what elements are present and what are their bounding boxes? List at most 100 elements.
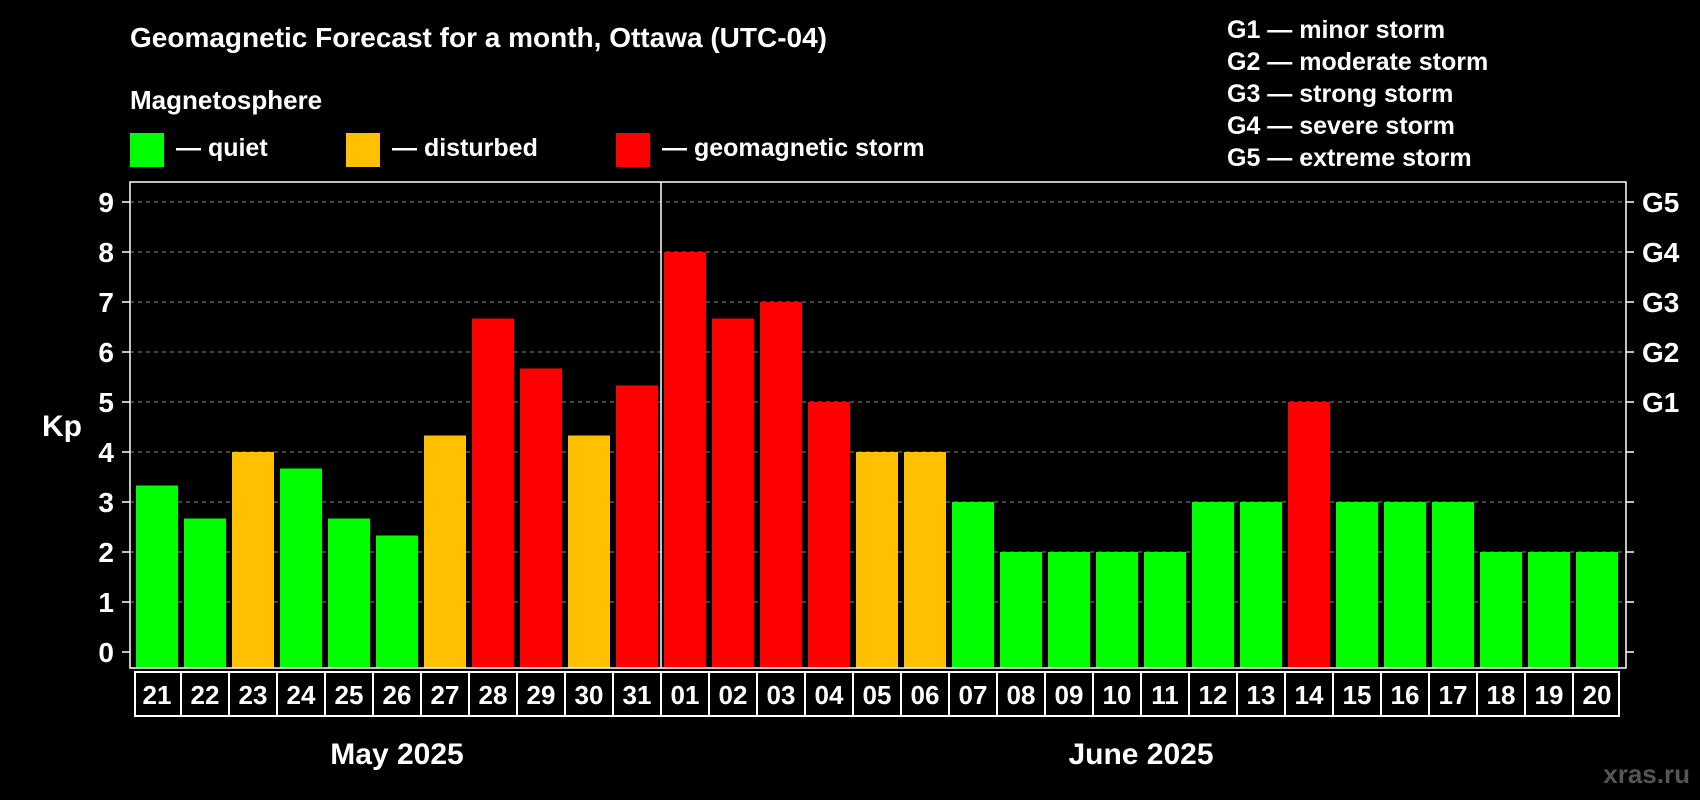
storm-level-legend: G1 — minor storm G2 — moderate storm G3 … bbox=[1227, 14, 1488, 174]
date-label-frame bbox=[134, 671, 1620, 717]
y-tick-label-4: 4 bbox=[98, 437, 114, 468]
bar-03-13 bbox=[760, 302, 802, 668]
x-tick-label-23-2: 23 bbox=[239, 680, 268, 710]
bar-04-14 bbox=[808, 402, 850, 668]
month-label-0: May 2025 bbox=[330, 738, 463, 771]
x-tick-label-29-8: 29 bbox=[527, 680, 556, 710]
bar-02-12 bbox=[712, 318, 754, 668]
x-tick-label-01-11: 01 bbox=[671, 680, 700, 710]
bar-08-18 bbox=[1000, 552, 1042, 668]
y-tick-label-0: 0 bbox=[98, 637, 114, 668]
legend-label-storm: — geomagnetic storm bbox=[662, 134, 925, 162]
x-tick-label-15-25: 15 bbox=[1343, 680, 1372, 710]
bar-19-29 bbox=[1528, 552, 1570, 668]
storm-level-g4: G4 — severe storm bbox=[1227, 112, 1455, 140]
month-label-1: June 2025 bbox=[1068, 738, 1213, 771]
storm-level-g5: G5 — extreme storm bbox=[1227, 144, 1472, 172]
bar-16-26 bbox=[1384, 502, 1426, 668]
x-tick-label-27-6: 27 bbox=[431, 680, 460, 710]
bar-06-16 bbox=[904, 452, 946, 668]
legend-title: Magnetosphere bbox=[130, 85, 323, 115]
x-tick-label-28-7: 28 bbox=[479, 680, 508, 710]
x-tick-label-16-26: 16 bbox=[1391, 680, 1420, 710]
storm-level-g2: G2 — moderate storm bbox=[1227, 48, 1489, 76]
bar-18-28 bbox=[1480, 552, 1522, 668]
g-level-label-g4: G4 bbox=[1642, 237, 1680, 268]
x-tick-label-11-21: 11 bbox=[1151, 680, 1179, 710]
storm-level-g3: G3 — strong storm bbox=[1227, 80, 1454, 108]
bar-07-17 bbox=[952, 502, 994, 668]
x-tick-label-21-0: 21 bbox=[143, 680, 172, 710]
x-tick-label-18-28: 18 bbox=[1487, 680, 1516, 710]
y-tick-label-9: 9 bbox=[98, 187, 114, 218]
y-tick-label-6: 6 bbox=[98, 337, 114, 368]
x-tick-label-07-17: 07 bbox=[959, 680, 988, 710]
bar-12-22 bbox=[1192, 502, 1234, 668]
x-tick-label-19-29: 19 bbox=[1535, 680, 1564, 710]
y-tick-label-8: 8 bbox=[98, 237, 114, 268]
bar-29-8 bbox=[520, 368, 562, 668]
x-tick-label-26-5: 26 bbox=[383, 680, 412, 710]
y-tick-label-2: 2 bbox=[98, 537, 114, 568]
x-tick-label-03-13: 03 bbox=[767, 680, 796, 710]
chart-title: Geomagnetic Forecast for a month, Ottawa… bbox=[130, 22, 827, 53]
bar-14-24 bbox=[1288, 402, 1330, 668]
bar-24-3 bbox=[280, 468, 322, 668]
bars bbox=[136, 252, 1618, 668]
y-tick-label-5: 5 bbox=[98, 387, 114, 418]
x-tick-label-05-15: 05 bbox=[863, 680, 892, 710]
x-tick-label-10-20: 10 bbox=[1103, 680, 1132, 710]
watermark: xras.ru bbox=[1603, 759, 1690, 789]
bar-31-10 bbox=[616, 385, 658, 668]
bar-23-2 bbox=[232, 452, 274, 668]
x-tick-label-09-19: 09 bbox=[1055, 680, 1084, 710]
storm-level-g1: G1 — minor storm bbox=[1227, 16, 1446, 44]
bar-21-0 bbox=[136, 485, 178, 668]
x-tick-label-08-18: 08 bbox=[1007, 680, 1036, 710]
x-tick-label-04-14: 04 bbox=[815, 680, 844, 710]
bar-22-1 bbox=[184, 518, 226, 668]
legend-label-quiet: — quiet bbox=[176, 134, 268, 162]
bar-26-5 bbox=[376, 535, 418, 668]
bar-28-7 bbox=[472, 318, 514, 668]
y-axis-label: Kp bbox=[42, 410, 82, 443]
bar-20-30 bbox=[1576, 552, 1618, 668]
y-tick-label-1: 1 bbox=[98, 587, 114, 618]
bar-25-4 bbox=[328, 518, 370, 668]
x-tick-label-14-24: 14 bbox=[1295, 680, 1324, 710]
x-tick-label-13-23: 13 bbox=[1247, 680, 1276, 710]
g-level-label-g2: G2 bbox=[1642, 337, 1679, 368]
plot-frame bbox=[129, 181, 1627, 669]
legend-label-disturbed: — disturbed bbox=[392, 134, 538, 162]
bar-15-25 bbox=[1336, 502, 1378, 668]
g-level-label-g1: G1 bbox=[1642, 387, 1679, 418]
x-tick-label-06-16: 06 bbox=[911, 680, 940, 710]
x-tick-label-24-3: 24 bbox=[287, 680, 316, 710]
legend-swatch-storm bbox=[616, 133, 650, 167]
y-tick-label-7: 7 bbox=[98, 287, 114, 318]
bar-27-6 bbox=[424, 435, 466, 668]
bar-13-23 bbox=[1240, 502, 1282, 668]
legend-swatch-disturbed bbox=[346, 133, 380, 167]
x-tick-label-25-4: 25 bbox=[335, 680, 364, 710]
bar-09-19 bbox=[1048, 552, 1090, 668]
x-tick-label-02-12: 02 bbox=[719, 680, 748, 710]
g-level-label-g3: G3 bbox=[1642, 287, 1679, 318]
bar-01-11 bbox=[664, 252, 706, 668]
x-tick-label-30-9: 30 bbox=[575, 680, 604, 710]
x-tick-label-17-27: 17 bbox=[1439, 680, 1468, 710]
x-tick-label-31-10: 31 bbox=[623, 680, 652, 710]
legend-swatch-quiet bbox=[130, 133, 164, 167]
y-tick-label-3: 3 bbox=[98, 487, 114, 518]
x-tick-label-20-30: 20 bbox=[1583, 680, 1612, 710]
bar-11-21 bbox=[1144, 552, 1186, 668]
bar-10-20 bbox=[1096, 552, 1138, 668]
x-tick-label-12-22: 12 bbox=[1199, 680, 1228, 710]
axes bbox=[122, 181, 1634, 717]
x-tick-label-22-1: 22 bbox=[191, 680, 220, 710]
bar-05-15 bbox=[856, 452, 898, 668]
g-level-label-g5: G5 bbox=[1642, 187, 1679, 218]
bar-17-27 bbox=[1432, 502, 1474, 668]
